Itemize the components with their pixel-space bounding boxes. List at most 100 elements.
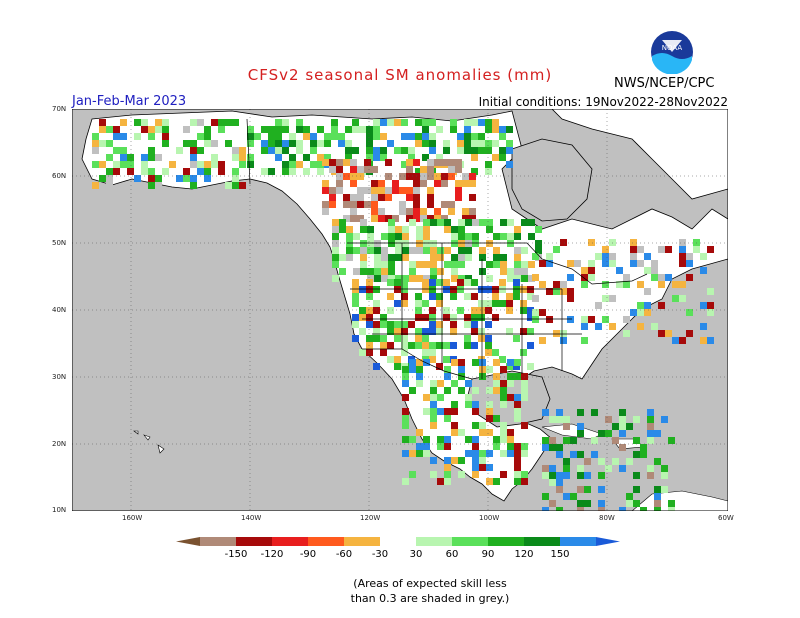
us-mexico-border (362, 348, 473, 380)
anomaly-cell (388, 275, 395, 282)
anomaly-cell (415, 335, 422, 342)
anomaly-cell (402, 415, 409, 422)
anomaly-cell (444, 261, 451, 268)
anomaly-cell (443, 307, 450, 314)
anomaly-cell (275, 154, 282, 161)
anomaly-cell (413, 187, 420, 194)
anomaly-cell (409, 268, 416, 275)
anomaly-cell (527, 363, 534, 370)
anomaly-cell (471, 307, 478, 314)
anomaly-cell (352, 321, 359, 328)
anomaly-cell (637, 302, 644, 309)
anomaly-cell (532, 295, 539, 302)
anomaly-cell (239, 154, 246, 161)
anomaly-cell (373, 321, 380, 328)
anomaly-cell (595, 323, 602, 330)
anomaly-cell (427, 159, 434, 166)
anomaly-cell (127, 168, 134, 175)
anomaly-cell (521, 443, 528, 450)
anomaly-cell (506, 328, 513, 335)
anomaly-cell (679, 337, 686, 344)
colorbar-box (416, 537, 452, 546)
anomaly-cell (563, 423, 570, 430)
anomaly-cell (99, 126, 106, 133)
anomaly-cell (493, 436, 500, 443)
anomaly-cell (232, 168, 239, 175)
anomaly-cell (619, 444, 626, 451)
anomaly-cell (197, 119, 204, 126)
anomaly-cell (567, 316, 574, 323)
anomaly-cell (486, 401, 493, 408)
anomaly-cell (430, 422, 437, 429)
anomaly-cell (345, 126, 352, 133)
anomaly-cell (556, 507, 563, 511)
anomaly-cell (415, 293, 422, 300)
anomaly-cell (693, 239, 700, 246)
anomaly-cell (507, 240, 514, 247)
anomaly-cell (619, 423, 626, 430)
anomaly-cell (380, 119, 387, 126)
anomaly-cell (437, 408, 444, 415)
anomaly-cell (332, 254, 339, 261)
note-line: (Areas of expected skill less (353, 577, 507, 590)
anomaly-cell (423, 436, 430, 443)
anomaly-cell (239, 147, 246, 154)
anomaly-cell (437, 380, 444, 387)
anomaly-cell (605, 430, 612, 437)
anomaly-cell (422, 279, 429, 286)
anomaly-cell (388, 233, 395, 240)
anomaly-cell (672, 295, 679, 302)
anomaly-cell (513, 286, 520, 293)
anomaly-cell (275, 133, 282, 140)
anomaly-cell (352, 147, 359, 154)
anomaly-cell (401, 342, 408, 349)
anomaly-cell (317, 161, 324, 168)
anomaly-cell (392, 187, 399, 194)
anomaly-cell (478, 119, 485, 126)
anomaly-cell (420, 180, 427, 187)
anomaly-cell (353, 233, 360, 240)
anomaly-cell (514, 443, 521, 450)
anomaly-cell (422, 328, 429, 335)
anomaly-cell (430, 219, 437, 226)
anomaly-cell (225, 119, 232, 126)
anomaly-cell (204, 175, 211, 182)
anomaly-cell (602, 260, 609, 267)
anomaly-cell (464, 314, 471, 321)
anomaly-cell (296, 119, 303, 126)
anomaly-cell (672, 281, 679, 288)
anomaly-cell (465, 233, 472, 240)
anomaly-cell (591, 409, 598, 416)
anomaly-cell (338, 133, 345, 140)
anomaly-cell (415, 300, 422, 307)
colorbar-box (236, 537, 272, 546)
anomaly-cell (430, 457, 437, 464)
anomaly-cell (106, 140, 113, 147)
anomaly-cell (357, 187, 364, 194)
anomaly-cell (436, 363, 443, 370)
anomaly-cell (416, 233, 423, 240)
anomaly-cell (406, 166, 413, 173)
anomaly-cell (155, 175, 162, 182)
anomaly-cell (486, 366, 493, 373)
anomaly-cell (507, 219, 514, 226)
anomaly-cell (373, 119, 380, 126)
lat-label: 10N (52, 506, 67, 514)
anomaly-cell (493, 380, 500, 387)
anomaly-cell (479, 373, 486, 380)
anomaly-cell (500, 387, 507, 394)
anomaly-cell (329, 187, 336, 194)
anomaly-cell (416, 240, 423, 247)
anomaly-cells (92, 119, 714, 511)
anomaly-cell (514, 359, 521, 366)
anomaly-cell (450, 126, 457, 133)
anomaly-cell (385, 194, 392, 201)
anomaly-cell (211, 119, 218, 126)
anomaly-cell (332, 233, 339, 240)
anomaly-cell (567, 260, 574, 267)
anomaly-cell (478, 133, 485, 140)
anomaly-cell (401, 147, 408, 154)
anomaly-cell (441, 159, 448, 166)
anomaly-cell (380, 314, 387, 321)
anomaly-cell (471, 133, 478, 140)
